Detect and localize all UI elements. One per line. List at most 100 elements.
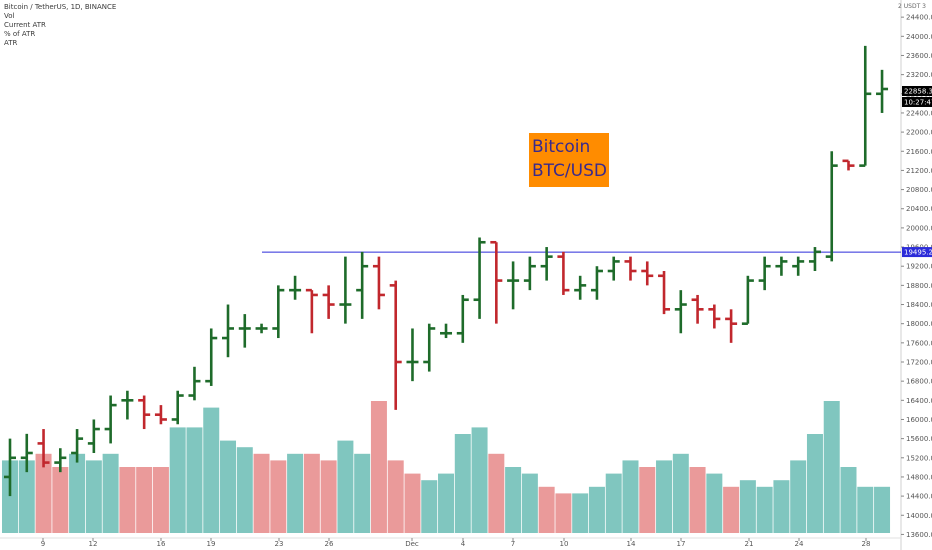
volume-bar [287,453,304,533]
x-tick-label: 7 [511,540,515,548]
volume-bar [404,473,421,533]
volume-bar [756,486,773,533]
volume-bar [572,493,589,533]
x-tick-label: 9 [41,540,45,548]
volume-bar [806,434,823,533]
volume-bar [387,460,404,533]
x-tick-label: 14 [627,540,636,548]
volume-bar [203,407,220,533]
y-tick-label: 20800.00 [906,186,932,194]
annotation-box[interactable]: Bitcoin BTC/USD [529,133,609,187]
x-tick-label: 19 [207,540,216,548]
volume-bar [555,493,572,533]
y-tick-label: 13600.00 [906,531,932,539]
annotation-line-1: Bitcoin [532,137,591,157]
volume-bar [370,401,387,533]
y-tick-label: 16000.00 [906,416,932,424]
volume-bar [723,486,740,533]
x-tick-label: 10 [560,540,569,548]
volume-bar [186,427,203,533]
last-price-tag [902,85,932,96]
volume-bar [320,460,337,533]
volume-bar [622,460,639,533]
level-price-tag [902,247,932,258]
y-tick-label: 21600.00 [906,148,932,156]
corner-label: 2 [898,3,902,10]
volume-bar [236,447,253,533]
y-tick-label: 22000.00 [906,129,932,137]
volume-bar [354,453,371,533]
currency-label[interactable]: 2 USDT 3 [898,3,926,10]
countdown-value: 10:27:47 [904,98,932,106]
legend-atr: ATR [4,39,18,47]
volume-bar [588,486,605,533]
volume-bar [253,453,270,533]
volume-bar [706,473,723,533]
y-tick-label: 18400.00 [906,301,932,309]
volume-bar [454,434,471,533]
legend-pct-atr: % of ATR [4,30,36,38]
volume-bar [488,453,505,533]
y-tick-label: 14800.00 [906,473,932,481]
y-tick-label: 19200.00 [906,263,932,271]
legend-vol: Vol [4,12,15,20]
annotation-line-2: BTC/USD [532,161,607,181]
volume-bar [538,486,555,533]
y-tick-label: 24400.00 [906,14,932,22]
x-tick-label: 4 [461,540,466,548]
y-tick-label: 17600.00 [906,339,932,347]
y-tick-label: 15200.00 [906,454,932,462]
volume-bar [505,467,522,533]
volume-bar [739,480,756,533]
volume-bar [18,460,35,533]
volume-bar [605,473,622,533]
volume-bar [790,460,807,533]
volume-bar [270,460,287,533]
volume-bar [169,427,186,533]
x-tick-label: 16 [157,540,166,548]
volume-bar [421,480,438,533]
volume-bar [303,453,320,533]
volume-bar [119,467,136,533]
x-tick-label: 12 [89,540,98,548]
volume-bar [52,467,69,533]
volume-bar [85,460,102,533]
volume-bar [823,401,840,533]
volume-bar [857,486,874,533]
volume-bar [69,453,86,533]
volume-bar [35,453,52,533]
x-tick-label: 23 [275,540,284,548]
volume-bar [639,467,656,533]
y-tick-label: 17200.00 [906,359,932,367]
volume-bar [840,467,857,533]
volume-bar [152,467,169,533]
y-tick-label: 18000.00 [906,320,932,328]
volume-bar [689,467,706,533]
volume-bar [136,467,153,533]
volume-bar [2,460,18,533]
y-tick-label: 16400.00 [906,397,932,405]
countdown-tag [902,96,932,107]
currency-sub: 3 [922,3,926,10]
volume-bar [874,486,891,533]
y-tick-label: 24000.00 [906,33,932,41]
volume-bar [220,440,237,533]
volume-bar [438,473,455,533]
x-tick-label: Dec [405,540,419,548]
volume-bar [521,473,538,533]
y-tick-label: 22400.00 [906,109,932,117]
chart-legend: Bitcoin / TetherUS, 1D, BINANCE Vol Curr… [4,3,116,48]
y-tick-label: 23600.00 [906,52,932,60]
legend-current-atr: Current ATR [4,21,46,29]
y-tick-label: 16800.00 [906,378,932,386]
level-price-value: 19495.23 [904,249,932,257]
x-tick-label: 21 [745,540,754,548]
y-tick-label: 14000.00 [906,512,932,520]
volume-bar [102,453,119,533]
currency-code: USDT [903,3,921,10]
volume-bar [471,427,488,533]
x-tick-label: 17 [677,540,686,548]
y-tick-label: 20000.00 [906,224,932,232]
